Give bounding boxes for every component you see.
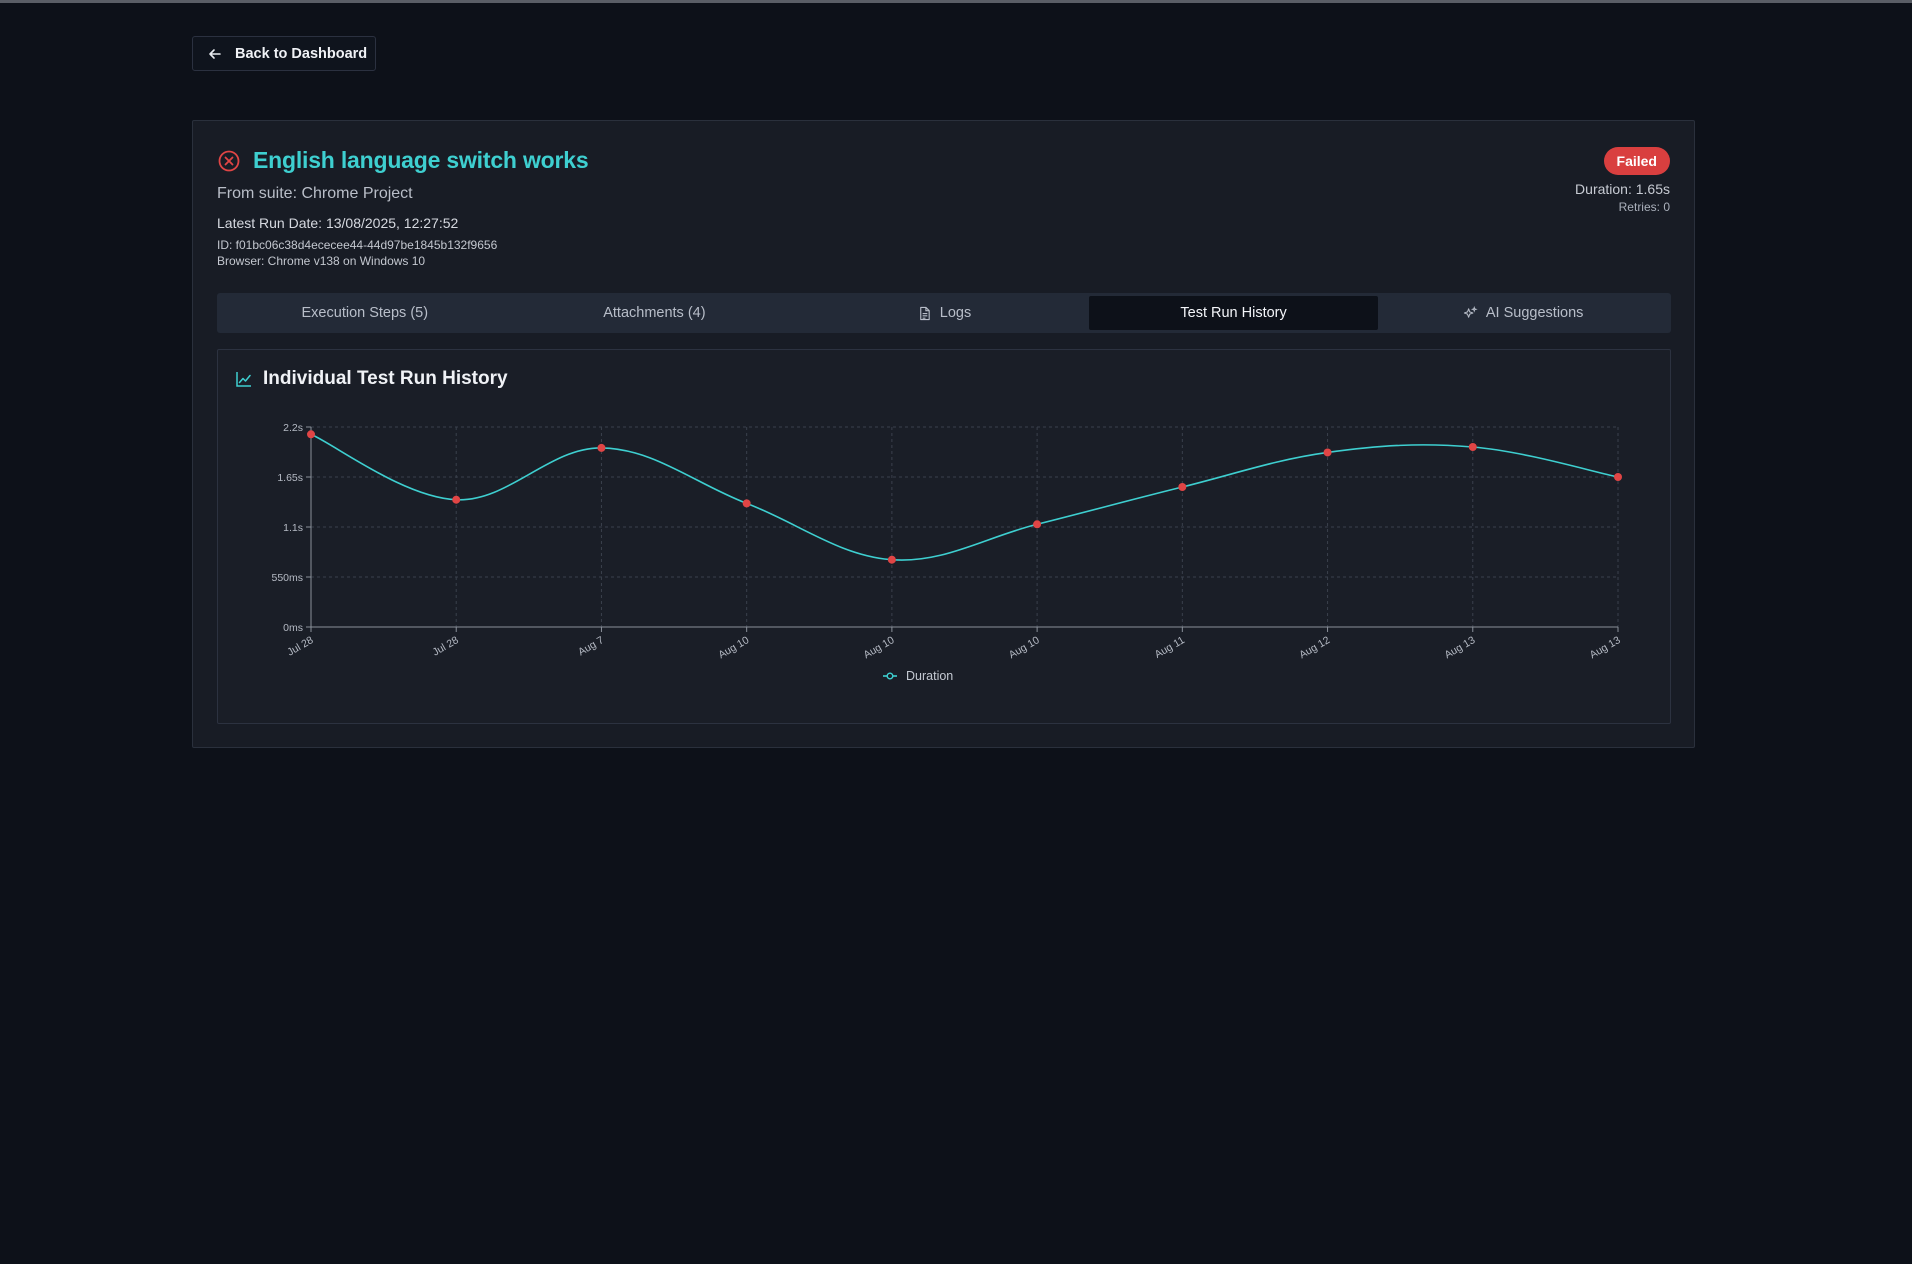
y-tick-label: 2.2s bbox=[283, 422, 303, 434]
tab-bar: Execution Steps (5) Attachments (4) Logs… bbox=[217, 293, 1671, 333]
legend-label: Duration bbox=[906, 669, 953, 683]
tab-label: Test Run History bbox=[1180, 305, 1287, 321]
data-point bbox=[1614, 473, 1622, 481]
test-title-row: English language switch works bbox=[217, 147, 589, 174]
run-history-panel: Individual Test Run History 0ms 550ms 1.1s… bbox=[217, 349, 1671, 724]
data-point bbox=[1468, 443, 1477, 451]
y-tick-label: 0ms bbox=[283, 622, 303, 634]
suite-line: From suite: Chrome Project bbox=[217, 185, 413, 202]
duration-line-chart: 0ms 550ms 1.1s 1.65s 2.2s Jul 28 Jul 28 Aug 7 Au… bbox=[271, 422, 1623, 683]
arrow-left-icon bbox=[209, 48, 221, 59]
y-tick-label: 1.65s bbox=[277, 472, 303, 484]
data-point bbox=[452, 495, 461, 504]
line-chart-icon bbox=[236, 372, 251, 387]
tab-attachments[interactable]: Attachments (4) bbox=[510, 296, 800, 330]
browser-info: Browser: Chrome v138 on Windows 10 bbox=[217, 254, 426, 268]
data-point bbox=[597, 443, 606, 452]
test-detail-card: English language switch works From suite… bbox=[192, 120, 1695, 748]
data-point bbox=[887, 555, 896, 564]
data-point bbox=[742, 499, 751, 508]
y-tick-label: 1.1s bbox=[283, 522, 303, 534]
x-tick-label: Aug 12 bbox=[1297, 634, 1332, 661]
failed-x-circle-icon bbox=[218, 150, 240, 171]
latest-run-date: Latest Run Date: 13/08/2025, 12:27:52 bbox=[217, 215, 459, 231]
retries-text: Retries: 0 bbox=[1618, 200, 1670, 214]
tab-ai-suggestions[interactable]: AI Suggestions bbox=[1378, 296, 1668, 330]
window-top-border bbox=[0, 0, 1912, 3]
x-tick-label: Aug 10 bbox=[862, 634, 897, 661]
data-point bbox=[1178, 483, 1187, 491]
duration-series-line bbox=[310, 433, 1619, 561]
tab-test-run-history[interactable]: Test Run History bbox=[1088, 296, 1379, 330]
x-tick-label: Jul 28 bbox=[430, 634, 460, 658]
back-to-dashboard-button[interactable]: Back to Dashboard bbox=[192, 36, 376, 71]
document-icon bbox=[919, 306, 930, 320]
data-point bbox=[307, 430, 315, 439]
test-id: ID: f01bc06c38d4ececee44-44d97be1845b132… bbox=[217, 238, 498, 252]
x-tick-label: Aug 10 bbox=[1007, 634, 1042, 661]
tab-label: Attachments (4) bbox=[603, 305, 706, 321]
y-tick-label: 550ms bbox=[271, 572, 303, 584]
x-tick-label: Aug 11 bbox=[1153, 634, 1187, 661]
chart-header: Individual Test Run History bbox=[235, 368, 508, 390]
chart-title: Individual Test Run History bbox=[263, 368, 508, 389]
x-tick-label: Aug 13 bbox=[1442, 634, 1477, 661]
x-tick-label: Jul 28 bbox=[285, 634, 315, 658]
test-title: English language switch works bbox=[253, 147, 589, 173]
tab-label: AI Suggestions bbox=[1485, 305, 1584, 321]
x-tick-label: Aug 13 bbox=[1588, 634, 1623, 661]
data-point bbox=[1033, 520, 1042, 529]
tab-label: Logs bbox=[939, 305, 972, 321]
tab-execution-steps[interactable]: Execution Steps (5) bbox=[220, 296, 510, 330]
tab-logs[interactable]: Logs bbox=[799, 296, 1089, 330]
x-tick-label: Aug 7 bbox=[576, 634, 606, 658]
back-button-label: Back to Dashboard bbox=[235, 45, 368, 62]
legend-marker-icon bbox=[886, 672, 894, 680]
sparkles-icon bbox=[1463, 305, 1478, 318]
x-tick-label: Aug 10 bbox=[716, 634, 751, 661]
duration-text: Duration: 1.65s bbox=[1575, 181, 1670, 197]
data-point bbox=[1323, 448, 1332, 457]
status-badge: Failed bbox=[1603, 147, 1670, 175]
tab-label: Execution Steps (5) bbox=[301, 305, 429, 321]
